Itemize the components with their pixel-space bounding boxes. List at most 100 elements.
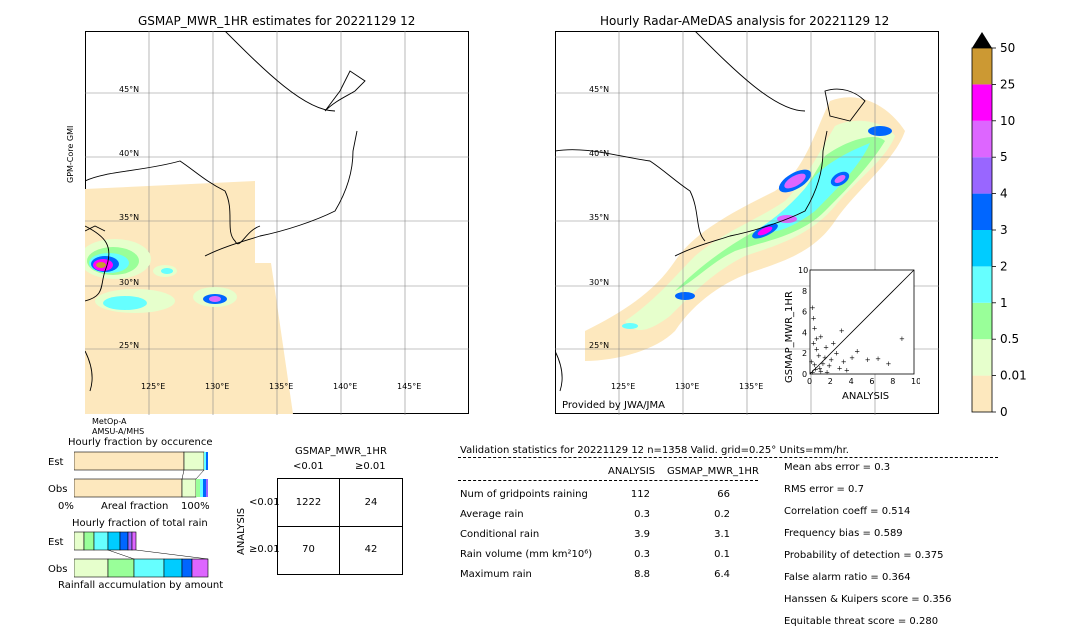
occ-xlabel: Areal fraction xyxy=(101,501,169,512)
scatter-ytick: 0 xyxy=(802,370,807,379)
colorbar-segment xyxy=(972,120,992,158)
score-line: RMS error = 0.7 xyxy=(784,484,864,495)
colorbar: 0 0.01 0.5 1 2 3 4 5 10 25 50 xyxy=(971,32,1027,418)
scatter-point: + xyxy=(865,356,871,364)
stat-gsmap-value: 0.1 xyxy=(714,549,730,560)
scatter-point: + xyxy=(834,350,840,358)
totalrain-title: Hourly fraction of total rain xyxy=(72,518,208,529)
occurrence-title: Hourly fraction by occurence xyxy=(68,437,213,448)
left-coastlines xyxy=(85,31,366,392)
cell-11: 42 xyxy=(364,544,378,555)
scatter-point: + xyxy=(818,367,824,375)
scatter-point: + xyxy=(830,339,836,347)
left-lat-25: 25°N xyxy=(119,341,139,350)
contingency-col-ge: ≥0.01 xyxy=(355,461,386,472)
scatter-point: + xyxy=(839,327,845,335)
provider-label: Provided by JWA/JMA xyxy=(562,400,665,411)
scatter-point: + xyxy=(810,368,816,376)
totalrain-bars xyxy=(74,531,209,578)
right-lon-135: 135°E xyxy=(739,382,763,391)
scatter-point: + xyxy=(812,325,818,333)
occ-obs-norain xyxy=(74,478,183,498)
scatter-xtick: 6 xyxy=(869,377,874,386)
occ-est-norain xyxy=(74,451,185,471)
occurrence-bars xyxy=(74,451,208,498)
scatter-point: + xyxy=(811,339,817,347)
contingency-title: GSMAP_MWR_1HR xyxy=(295,446,387,457)
left-lon-145: 145°E xyxy=(397,382,421,391)
scatter-point: + xyxy=(812,361,818,369)
stat-gsmap-value: 66 xyxy=(717,489,730,500)
score-line: Hanssen & Kuipers score = 0.356 xyxy=(784,594,952,605)
score-line: Mean abs error = 0.3 xyxy=(784,462,891,473)
left-map: 45°N 40°N 35°N 30°N 25°N 125°E 130°E 135… xyxy=(85,31,469,415)
contingency-col-lt: <0.01 xyxy=(293,461,324,472)
col-analysis: ANALYSIS xyxy=(608,466,656,477)
contingency-row-axis: ANALYSIS xyxy=(236,507,247,555)
right-lat-35: 35°N xyxy=(589,213,609,222)
validation-subdivider xyxy=(458,480,758,481)
right-lat-40: 40°N xyxy=(589,149,609,158)
scatter-xtick: 10 xyxy=(911,377,920,386)
col-gsmap: GSMAP_MWR_1HR xyxy=(667,466,759,477)
colorbar-segment xyxy=(972,84,992,121)
colorbar-over-arrow xyxy=(972,32,992,48)
left-map-title: GSMAP_MWR_1HR estimates for 20221129 12 xyxy=(138,14,416,28)
scatter-point: + xyxy=(813,365,819,373)
scatter-point: + xyxy=(886,360,892,368)
occ-tick-100: 100% xyxy=(181,501,210,512)
scatter-point: + xyxy=(837,364,843,372)
scatter-point: + xyxy=(849,354,855,362)
scatter-xtick: 2 xyxy=(828,377,833,386)
score-line: Probability of detection = 0.375 xyxy=(784,550,944,561)
scatter-point: + xyxy=(875,355,881,363)
stat-gsmap-value: 6.4 xyxy=(714,569,730,580)
right-lat-45: 45°N xyxy=(589,85,609,94)
scatter-point: + xyxy=(899,335,905,343)
colorbar-segment xyxy=(972,193,992,230)
left-lon-140: 140°E xyxy=(333,382,357,391)
colorbar-segment xyxy=(972,230,992,267)
scatter-ylabel: GSMAP_MWR_1HR xyxy=(784,291,795,383)
scatter-point: + xyxy=(854,348,860,356)
colorbar-segment xyxy=(972,375,992,412)
scatter-ytick: 8 xyxy=(802,287,807,296)
validation-divider xyxy=(458,457,998,458)
left-sat-labels: MetOp-A AMSU-A/MHS xyxy=(92,417,144,437)
scatter-point: + xyxy=(822,354,828,362)
scatter-point: + xyxy=(824,368,830,376)
stat-label: Average rain xyxy=(460,509,524,520)
left-lat-40: 40°N xyxy=(119,149,139,158)
left-lat-35: 35°N xyxy=(119,213,139,222)
stat-analysis-value: 3.9 xyxy=(634,529,650,540)
sat-label-amsu: AMSU-A/MHS xyxy=(92,427,145,436)
scatter-point: + xyxy=(811,314,817,322)
occ-label-est: Est xyxy=(48,457,64,468)
colorbar-tick-label: 0.01 xyxy=(1000,369,1027,383)
rain-label-est: Est xyxy=(48,537,64,548)
colorbar-segment xyxy=(972,339,992,376)
scatter-plot: ++++++++++++ +++++++ + +++ +++++++++ 0 2 4 6 8 10… xyxy=(784,266,920,402)
stat-gsmap-value: 0.2 xyxy=(714,509,730,520)
contingency-row-lt: <0.01 xyxy=(249,497,280,508)
scatter-point: + xyxy=(823,343,829,351)
stat-analysis-value: 8.8 xyxy=(634,569,650,580)
cell-10: 70 xyxy=(302,544,315,555)
scatter-point: + xyxy=(809,358,815,366)
scatter-xlabel: ANALYSIS xyxy=(842,391,889,402)
right-lat-25: 25°N xyxy=(589,341,609,350)
colorbar-tick-label: 25 xyxy=(1000,77,1015,91)
stat-label: Conditional rain xyxy=(460,529,540,540)
scatter-point: + xyxy=(816,352,822,360)
scatter-ytick: 4 xyxy=(802,328,807,337)
right-lon-130: 130°E xyxy=(675,382,699,391)
left-map-side-label: GPM-Core GMI xyxy=(66,125,75,183)
left-lat-45: 45°N xyxy=(119,85,139,94)
colorbar-segment xyxy=(972,302,992,340)
scatter-point: + xyxy=(818,333,824,341)
scatter-ytick: 6 xyxy=(802,308,807,317)
right-lat-30: 30°N xyxy=(589,278,609,287)
scatter-point: + xyxy=(820,360,826,368)
cell-00: 1222 xyxy=(295,497,322,508)
rain-label-obs: Obs xyxy=(48,564,68,575)
